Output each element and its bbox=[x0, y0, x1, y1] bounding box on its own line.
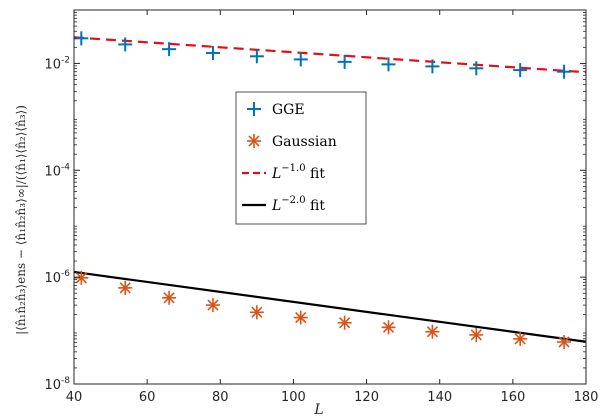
data-point-plus-10 bbox=[513, 63, 528, 78]
x-tick-label: 60 bbox=[139, 390, 156, 405]
data-point-asterisk-6 bbox=[337, 315, 352, 330]
data-point-asterisk-0 bbox=[74, 270, 89, 285]
data-point-plus-1 bbox=[118, 37, 133, 52]
data-point-asterisk-4 bbox=[249, 305, 264, 320]
x-tick-label: 160 bbox=[500, 390, 525, 405]
y-tick-label: 10-4 bbox=[44, 162, 70, 179]
plot-area bbox=[73, 31, 587, 350]
data-point-plus-7 bbox=[381, 57, 396, 72]
data-point-plus-5 bbox=[293, 52, 308, 67]
x-tick-label: 40 bbox=[66, 390, 83, 405]
data-point-plus-9 bbox=[469, 61, 484, 76]
axes: 40 60 80 100 120 140 160 180 10-8 10-6 10-4 10-2 bbox=[44, 9, 599, 405]
data-point-plus-4 bbox=[249, 49, 264, 64]
axes-box bbox=[73, 9, 587, 385]
data-point-asterisk-11 bbox=[557, 335, 572, 350]
legend-label: GGE bbox=[272, 102, 305, 118]
y-axis-title-group: |⟨n̂₁n̂₂n̂₃⟩ens − ⟨n̂₁n̂₂n̂₃⟩∞|/(⟨n̂₁⟩⟨n… bbox=[14, 105, 28, 335]
fit-line-2 bbox=[73, 36, 587, 74]
data-point-asterisk-1 bbox=[118, 280, 133, 295]
x-axis-title: L bbox=[313, 402, 323, 418]
data-point-plus-8 bbox=[425, 59, 440, 74]
data-point-asterisk-3 bbox=[205, 298, 220, 313]
x-tick-label: 120 bbox=[354, 390, 379, 405]
legend-label: L−1.0 fit bbox=[271, 163, 325, 182]
legend-marker-1 bbox=[247, 134, 261, 148]
data-point-asterisk-7 bbox=[381, 320, 396, 335]
data-point-asterisk-8 bbox=[425, 324, 440, 339]
legend-label: L−2.0 fit bbox=[271, 195, 325, 214]
y-tick-label: 10-8 bbox=[44, 376, 70, 393]
data-point-asterisk-5 bbox=[293, 310, 308, 325]
data-point-asterisk-2 bbox=[162, 290, 177, 305]
data-point-asterisk-10 bbox=[513, 331, 528, 346]
x-tick-label: 100 bbox=[281, 390, 306, 405]
fit-line-3 bbox=[73, 270, 587, 343]
y-tick-label: 10-6 bbox=[44, 269, 70, 286]
data-point-plus-3 bbox=[205, 45, 220, 60]
data-point-plus-2 bbox=[162, 42, 177, 57]
data-point-plus-11 bbox=[557, 64, 572, 79]
y-tick-label: 10-2 bbox=[44, 55, 70, 72]
y-axis-title: |⟨n̂₁n̂₂n̂₃⟩ens − ⟨n̂₁n̂₂n̂₃⟩∞|/(⟨n̂₁⟩⟨n… bbox=[14, 105, 28, 335]
x-tick-label: 140 bbox=[427, 390, 452, 405]
legend-label: Gaussian bbox=[272, 134, 337, 150]
legend-box bbox=[235, 91, 367, 225]
legend: GGE Gaussian L−1.0 fit L−2.0 fit bbox=[235, 91, 367, 225]
data-point-asterisk-9 bbox=[469, 327, 484, 342]
data-point-plus-6 bbox=[337, 54, 352, 69]
legend-marker-0 bbox=[247, 102, 261, 116]
x-tick-label: 180 bbox=[574, 390, 599, 405]
x-tick-label: 80 bbox=[212, 390, 229, 405]
